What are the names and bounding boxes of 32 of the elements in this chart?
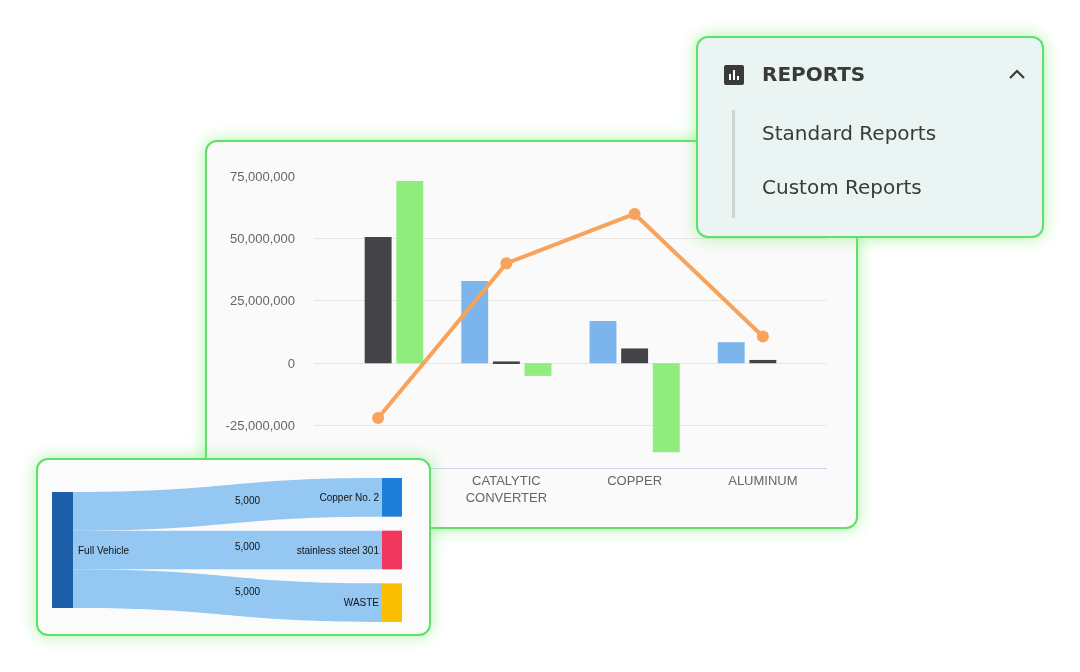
category-label: WASTE (343, 597, 380, 609)
bar (589, 321, 617, 364)
data-label: 5,000 (234, 540, 261, 552)
point (500, 257, 513, 270)
x-tick-label: CATALYTIC CONVERTER (465, 472, 548, 505)
series-label: Full Vehicle (78, 544, 130, 556)
x-tick-label: COPPER (607, 472, 663, 488)
bar (396, 180, 424, 364)
data-label: 5,000 (234, 586, 261, 598)
x-tick-label: ALUMINUM (728, 472, 798, 488)
y-tick-label: 75,000,000 (229, 168, 295, 184)
y-tick-label: 0 (287, 355, 295, 371)
text: Standard Reports (762, 121, 937, 145)
bar (749, 359, 777, 364)
bar (524, 363, 552, 376)
point (372, 412, 385, 425)
annotation: Custom Reports (762, 175, 922, 199)
point (756, 330, 769, 343)
bar (461, 281, 489, 364)
y-tick-label: -25,000,000 (225, 418, 295, 434)
point (628, 207, 641, 220)
y-tick-label: 50,000,000 (229, 230, 295, 246)
category-label: Copper No. 2 (319, 491, 380, 503)
data-label: 5,000 (234, 494, 261, 506)
bar (717, 342, 745, 364)
bar (492, 361, 520, 364)
y-tick-label: 25,000,000 (229, 293, 295, 309)
bar (652, 363, 680, 453)
bar (621, 348, 649, 364)
bar (364, 236, 392, 364)
category-label: stainless steel 301 (296, 544, 380, 556)
text: REPORTS (762, 62, 866, 86)
